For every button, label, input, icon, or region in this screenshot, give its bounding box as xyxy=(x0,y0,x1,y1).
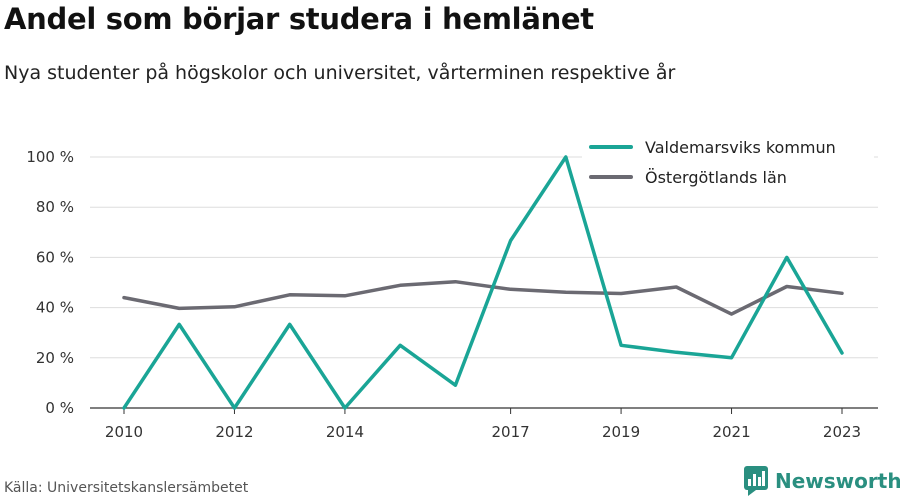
newsworthy-logo-icon xyxy=(744,466,768,496)
series-line xyxy=(122,279,844,316)
chart-title: Andel som börjar studera i hemlänet xyxy=(4,2,594,36)
chart-subtitle: Nya studenter på högskolor och universit… xyxy=(4,62,676,84)
brand-name: Newsworthy xyxy=(775,469,900,493)
series-line xyxy=(122,155,844,410)
y-tick-label: 100 % xyxy=(26,148,74,166)
x-tick-label: 2019 xyxy=(602,423,640,441)
x-tick-label: 2017 xyxy=(492,423,530,441)
y-tick-label: 80 % xyxy=(36,198,74,216)
series-lines xyxy=(122,155,844,410)
x-tick-label: 2023 xyxy=(823,423,861,441)
x-tick-label: 2014 xyxy=(326,423,364,441)
y-tick-label: 60 % xyxy=(36,248,74,266)
source-note: Källa: Universitetskanslersämbetet xyxy=(4,480,249,496)
x-tick-label: 2021 xyxy=(712,423,750,441)
brand-logo: Newsworthy xyxy=(744,466,900,496)
y-tick-label: 20 % xyxy=(36,349,74,367)
x-tick-label: 2012 xyxy=(215,423,253,441)
legend-label: Valdemarsviks kommun xyxy=(645,138,836,157)
y-tick-label: 40 % xyxy=(36,299,74,317)
x-tick-label: 2010 xyxy=(105,423,143,441)
legend-background xyxy=(582,131,874,191)
y-axis: 0 % 20 % 40 % 60 % 80 % 100 % xyxy=(26,148,74,417)
legend-label: Östergötlands län xyxy=(645,168,787,187)
y-tick-label: 0 % xyxy=(45,399,74,417)
x-axis: 2010 2012 2014 2017 2019 2021 2023 xyxy=(90,407,878,441)
legend: Valdemarsviks kommun Östergötlands län xyxy=(582,131,874,191)
